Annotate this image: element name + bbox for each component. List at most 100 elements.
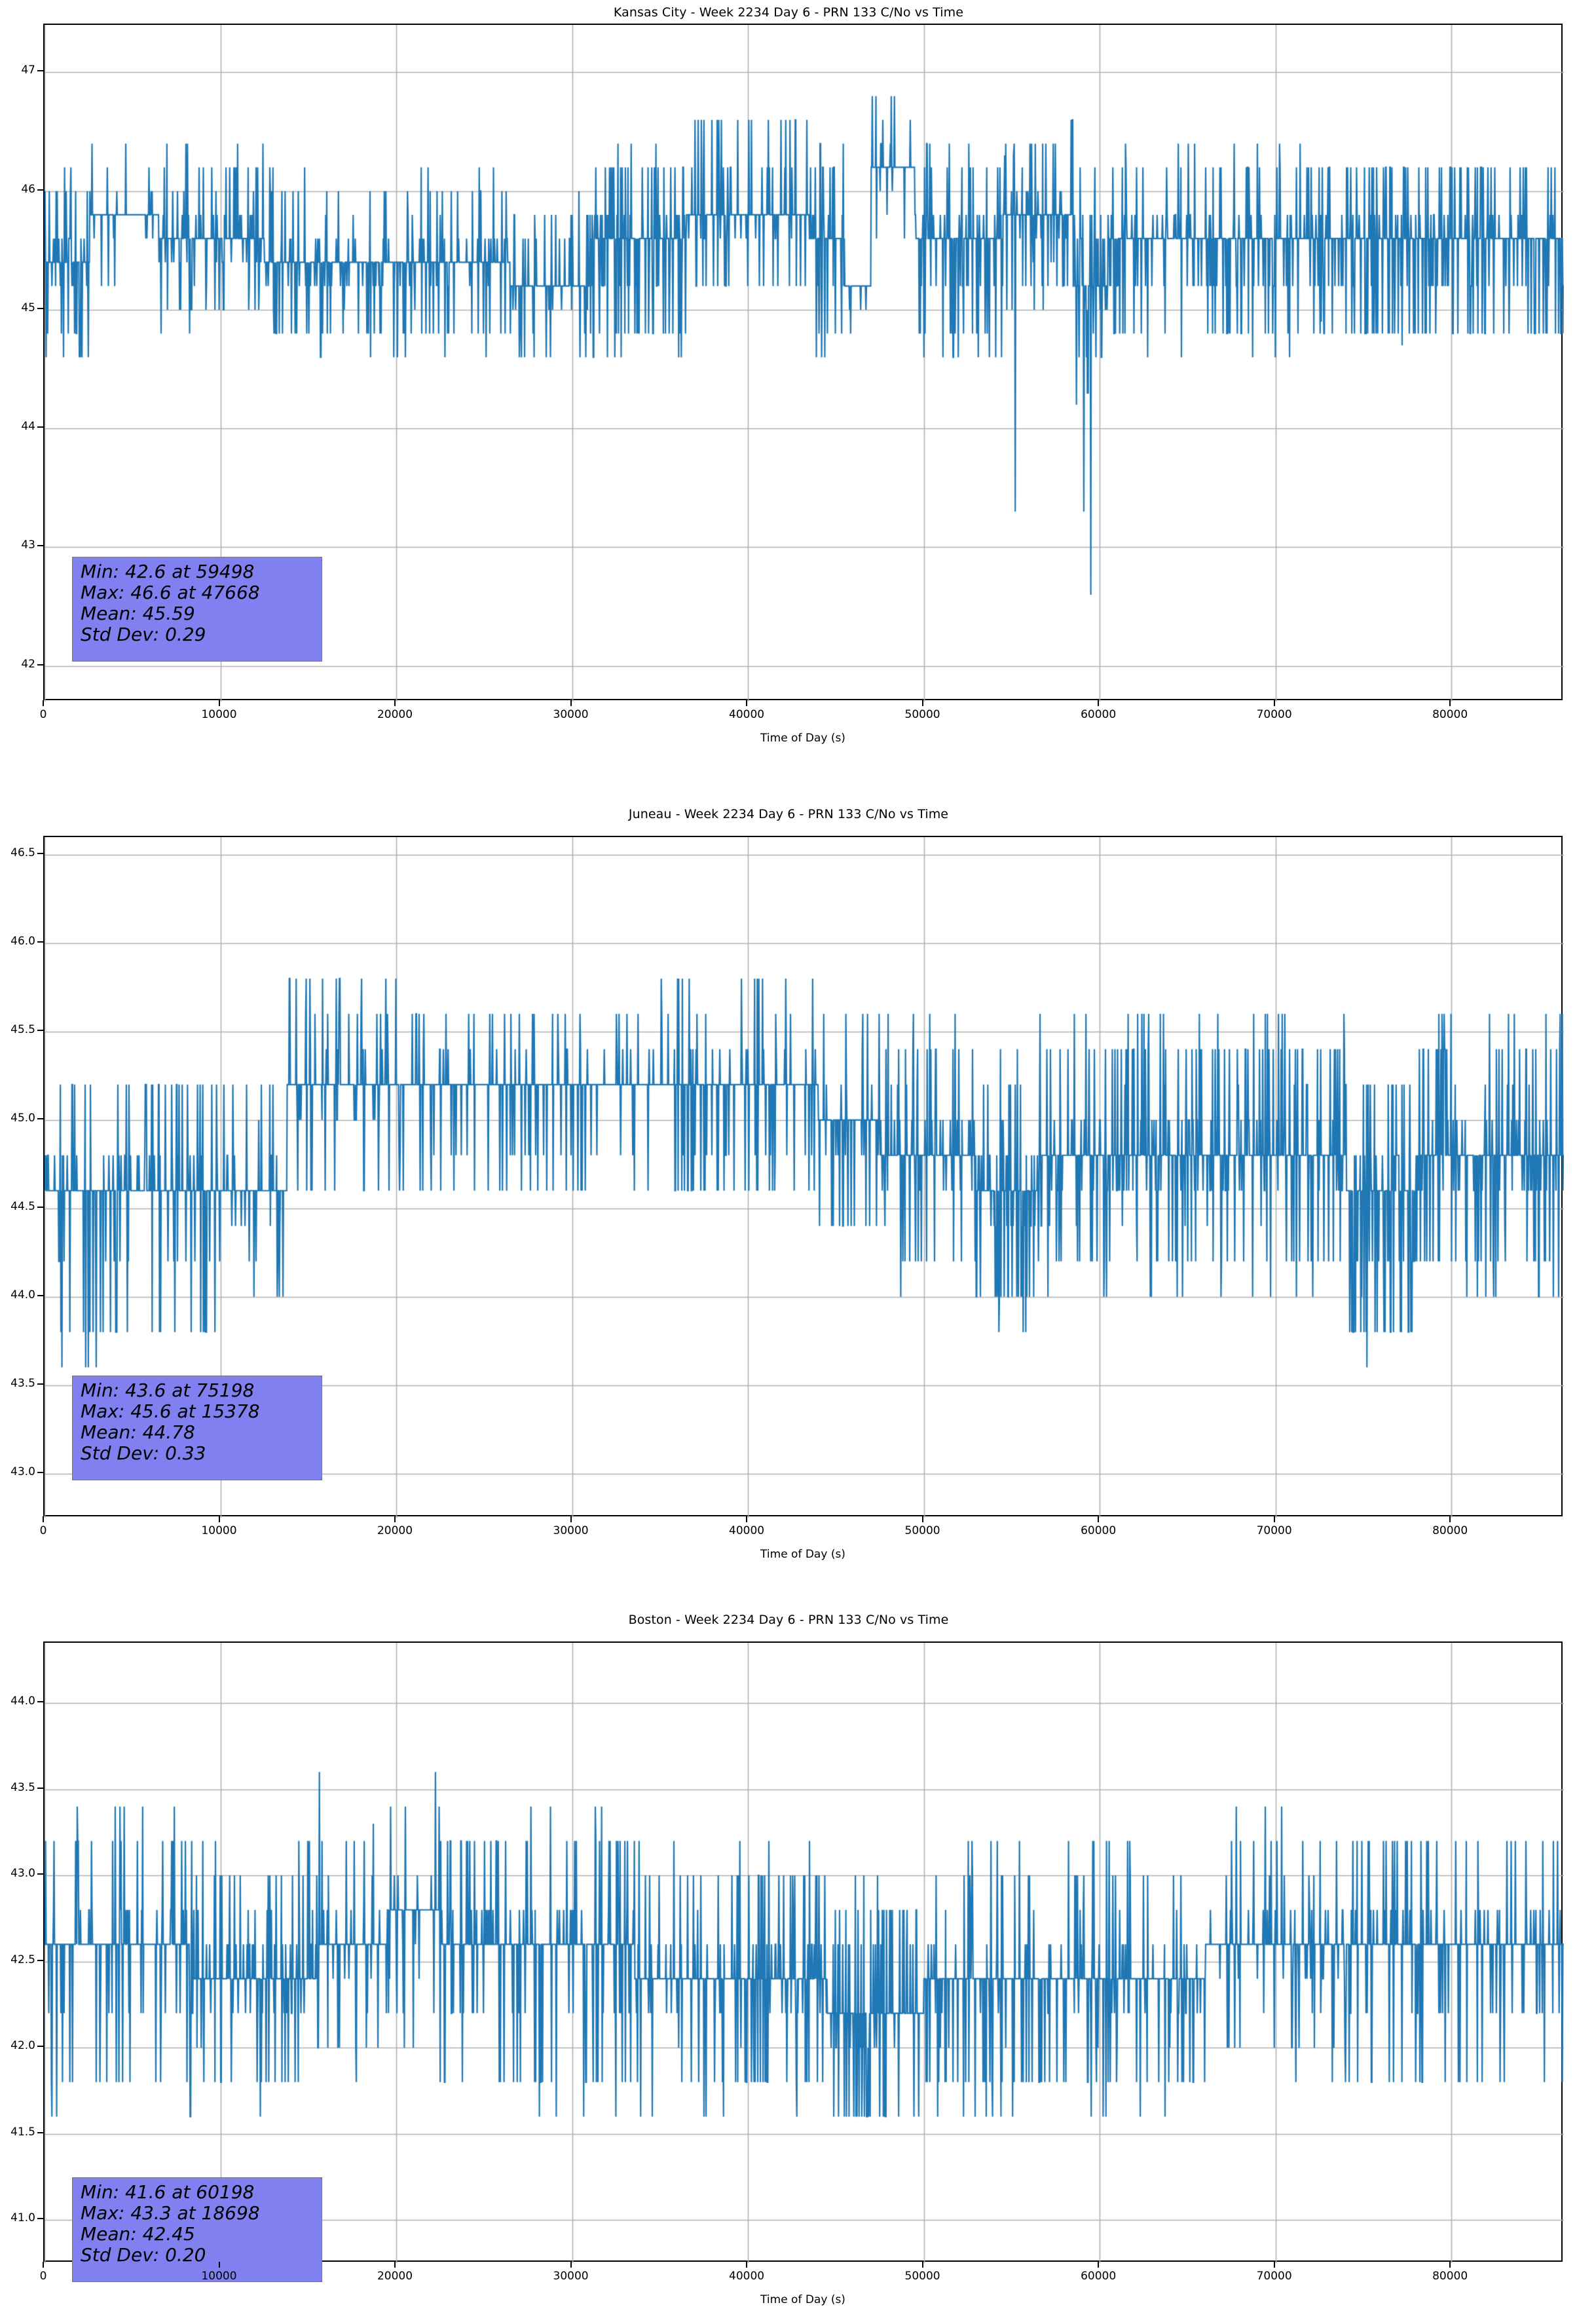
x-tick-mark [1449, 1516, 1451, 1522]
y-tick-mark [37, 426, 43, 428]
x-axis-label: Time of Day (s) [760, 732, 845, 745]
x-tick-label: 0 [39, 1524, 47, 1537]
x-tick-label: 60000 [1081, 2270, 1117, 2283]
y-tick-label: 43.5 [10, 1376, 35, 1390]
y-tick-mark [37, 852, 43, 854]
x-tick-label: 20000 [377, 1524, 413, 1537]
x-tick-mark [218, 700, 220, 706]
x-tick-mark [1449, 700, 1451, 706]
x-tick-mark [1098, 1516, 1100, 1522]
x-tick-mark [746, 2262, 748, 2268]
x-tick-mark [394, 700, 396, 706]
x-tick-mark [218, 1516, 220, 1522]
chart-panel-juneau: Juneau - Week 2234 Day 6 - PRN 133 C/No … [0, 773, 1577, 1579]
y-tick-mark [37, 70, 43, 72]
x-tick-mark [1098, 700, 1100, 706]
x-tick-mark [921, 700, 923, 706]
y-tick-mark [37, 545, 43, 547]
y-tick-mark [37, 1701, 43, 1703]
x-tick-label: 80000 [1432, 1524, 1468, 1537]
stat-mean: Mean: 42.45 [81, 2222, 195, 2245]
x-tick-label: 20000 [377, 708, 413, 721]
x-tick-label: 40000 [729, 2270, 765, 2283]
stat-mean: Mean: 44.78 [81, 1421, 195, 1443]
stat-max: Max: 45.6 at 15378 [81, 1400, 260, 1422]
chart-title: Boston - Week 2234 Day 6 - PRN 133 C/No … [628, 1613, 949, 1627]
x-tick-mark [1449, 2262, 1451, 2268]
chart-panel-kansas-city: Kansas City - Week 2234 Day 6 - PRN 133 … [0, 0, 1577, 773]
x-tick-label: 80000 [1432, 708, 1468, 721]
x-tick-mark [394, 2262, 396, 2268]
x-tick-label: 20000 [377, 2270, 413, 2283]
y-tick-label: 41.0 [10, 2211, 35, 2225]
stats-annotation-box: Min: 41.6 at 60198 Max: 43.3 at 18698 Me… [72, 2177, 322, 2282]
x-tick-mark [570, 1516, 572, 1522]
x-tick-mark [43, 700, 44, 706]
x-axis-label: Time of Day (s) [760, 1548, 845, 1561]
x-tick-mark [394, 1516, 396, 1522]
y-tick-label: 44.5 [10, 1199, 35, 1213]
x-tick-label: 60000 [1081, 1524, 1117, 1537]
y-tick-mark [37, 189, 43, 191]
y-tick-label: 42.5 [10, 1953, 35, 1966]
y-tick-label: 43.0 [10, 1867, 35, 1881]
y-tick-mark [37, 1294, 43, 1296]
y-tick-label: 44.0 [10, 1288, 35, 1302]
x-tick-label: 10000 [201, 2270, 237, 2283]
y-tick-mark [37, 2046, 43, 2048]
y-tick-label: 44 [21, 420, 35, 434]
stat-std: Std Dev: 0.20 [81, 2243, 206, 2266]
stats-annotation-box: Min: 42.6 at 59498 Max: 46.6 at 47668 Me… [72, 557, 322, 662]
stat-std: Std Dev: 0.29 [81, 623, 206, 645]
plot-trace [45, 1643, 1564, 2263]
stat-max: Max: 46.6 at 47668 [81, 581, 260, 603]
y-tick-mark [37, 1383, 43, 1385]
y-tick-mark [37, 2218, 43, 2220]
stat-max: Max: 43.3 at 18698 [81, 2202, 260, 2224]
y-tick-mark [37, 1206, 43, 1208]
y-tick-mark [37, 1959, 43, 1961]
x-tick-label: 40000 [729, 708, 765, 721]
y-tick-label: 46.0 [10, 934, 35, 948]
stat-mean: Mean: 45.59 [81, 602, 195, 624]
x-tick-mark [921, 2262, 923, 2268]
y-tick-label: 46.5 [10, 846, 35, 859]
x-tick-mark [218, 2262, 220, 2268]
x-tick-mark [43, 1516, 44, 1522]
y-tick-mark [37, 1117, 43, 1119]
x-tick-mark [1273, 1516, 1275, 1522]
x-tick-label: 10000 [201, 1524, 237, 1537]
y-tick-mark [37, 941, 43, 943]
x-tick-label: 50000 [904, 708, 940, 721]
x-tick-mark [1273, 700, 1275, 706]
y-tick-label: 42.0 [10, 2039, 35, 2053]
chart-panel-boston: Boston - Week 2234 Day 6 - PRN 133 C/No … [0, 1579, 1577, 2324]
x-tick-label: 30000 [553, 708, 589, 721]
x-tick-label: 60000 [1081, 708, 1117, 721]
y-tick-label: 42 [21, 657, 35, 671]
x-axis-label: Time of Day (s) [760, 2293, 845, 2306]
y-tick-mark [37, 1873, 43, 1875]
x-tick-label: 50000 [904, 1524, 940, 1537]
x-tick-label: 0 [39, 708, 47, 721]
plot-area [43, 1641, 1564, 2263]
y-tick-mark [37, 1787, 43, 1789]
chart-title: Juneau - Week 2234 Day 6 - PRN 133 C/No … [628, 807, 949, 821]
stat-min: Min: 41.6 at 60198 [81, 2181, 255, 2203]
x-tick-mark [570, 2262, 572, 2268]
x-tick-mark [746, 700, 748, 706]
y-tick-label: 45.0 [10, 1111, 35, 1125]
y-tick-label: 44.0 [10, 1695, 35, 1708]
stats-annotation-box: Min: 43.6 at 75198 Max: 45.6 at 15378 Me… [72, 1376, 322, 1480]
x-tick-label: 70000 [1256, 708, 1292, 721]
y-tick-label: 43.0 [10, 1465, 35, 1478]
x-tick-label: 30000 [553, 1524, 589, 1537]
y-tick-label: 43.5 [10, 1780, 35, 1794]
x-tick-label: 50000 [904, 2270, 940, 2283]
x-tick-mark [746, 1516, 748, 1522]
y-tick-mark [37, 1471, 43, 1473]
x-tick-mark [43, 2262, 44, 2268]
x-tick-label: 40000 [729, 1524, 765, 1537]
y-tick-mark [37, 1029, 43, 1031]
